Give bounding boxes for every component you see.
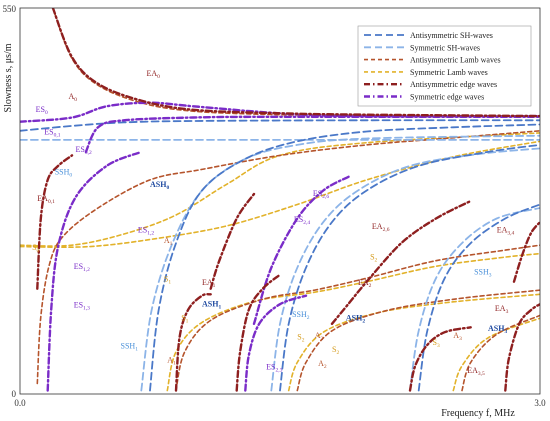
curve-label-27: A2 bbox=[315, 331, 324, 342]
curve-label-25: ASH2 bbox=[346, 313, 365, 324]
y-tick-max: 550 bbox=[3, 4, 17, 14]
curve-label-34: ASH3 bbox=[488, 324, 507, 335]
curve-label-4: ES0,2 bbox=[76, 145, 92, 156]
curve-label-32: SSH3 bbox=[474, 268, 492, 279]
curve-label-37: EA3,5 bbox=[467, 366, 485, 377]
y-tick-min: 0 bbox=[12, 389, 17, 399]
legend-entry-1: Symmetric SH-waves bbox=[364, 43, 480, 52]
series-line-ae-19 bbox=[36, 154, 74, 290]
series-line-ae-21 bbox=[209, 192, 256, 290]
plot-frame bbox=[19, 7, 541, 395]
curve-label-35: A3 bbox=[453, 331, 462, 342]
series-line-ae-24 bbox=[408, 326, 472, 392]
legend-label-1: Symmetric SH-waves bbox=[410, 43, 480, 52]
legend: Antisymmetric SH-waves Symmetric SH-waves… bbox=[357, 25, 532, 107]
series-line-sl-12 bbox=[166, 252, 540, 392]
curve-label-7: EA0,1 bbox=[37, 194, 55, 205]
legend-entry-4: Antisymmetric edge waves bbox=[364, 80, 497, 89]
x-axis-label: Frequency f, MHz bbox=[441, 408, 515, 419]
series-line-ae-25 bbox=[504, 303, 540, 392]
curve-label-14: EA1 bbox=[202, 278, 216, 289]
curve-label-16: S1 bbox=[181, 313, 188, 324]
series-layer bbox=[20, 8, 540, 392]
curve-label-17: SSH1 bbox=[121, 341, 139, 352]
series-line-ash-2 bbox=[149, 123, 540, 392]
curve-label-12: ES1,2 bbox=[74, 262, 90, 273]
series-line-ash-0 bbox=[20, 119, 540, 132]
series-line-sl-10 bbox=[20, 132, 540, 247]
curve-label-26: SSH2 bbox=[292, 310, 310, 321]
curve-label-6: ASH0 bbox=[150, 180, 169, 191]
series-line-ae-23 bbox=[330, 199, 472, 325]
series-line-sh-7 bbox=[409, 207, 540, 392]
curve-label-20: ES2,4 bbox=[294, 215, 310, 226]
series-line-al-9 bbox=[36, 130, 540, 385]
series-line-se-28 bbox=[84, 115, 540, 154]
legend-entry-3: Symmetric Lamb waves bbox=[364, 68, 488, 77]
legend-label-0: Antisymmetric SH-waves bbox=[410, 31, 493, 40]
curve-label-29: S2 bbox=[332, 345, 339, 356]
curve-label-13: ES1,3 bbox=[74, 301, 90, 312]
curve-label-30: A2 bbox=[318, 359, 327, 370]
series-line-se-29 bbox=[46, 150, 143, 392]
curve-label-15: ASH1 bbox=[202, 299, 221, 310]
series-line-sl-15 bbox=[452, 317, 540, 392]
curve-label-1: EA0 bbox=[147, 69, 161, 80]
series-line-sl-14 bbox=[287, 293, 540, 392]
series-line-al-11 bbox=[175, 244, 540, 392]
legend-box bbox=[357, 25, 532, 107]
legend-label-4: Antisymmetric edge waves bbox=[410, 80, 497, 89]
series-line-ae-20 bbox=[174, 292, 212, 392]
curve-label-5: SSH0 bbox=[55, 167, 73, 178]
curve-label-23: S2 bbox=[370, 252, 377, 263]
curve-label-24: EA2 bbox=[358, 278, 372, 289]
y-axis-label: Slowness s, μs/m bbox=[3, 43, 14, 112]
legend-label-2: Antisymmetric Lamb waves bbox=[410, 56, 501, 65]
curve-label-21: ES2,6 bbox=[313, 189, 329, 200]
series-line-ash-6 bbox=[417, 203, 540, 392]
curve-label-33: EA3 bbox=[495, 304, 509, 315]
legend-entry-5: Symmetric edge waves bbox=[364, 93, 484, 102]
curve-label-0: A0 bbox=[69, 92, 78, 103]
curve-label-10: S0 bbox=[32, 243, 39, 254]
curve-label-11: S1 bbox=[164, 275, 171, 286]
x-tick-max: 3.0 bbox=[534, 398, 546, 408]
curve-label-18: A1 bbox=[167, 355, 176, 366]
series-line-ae-18 bbox=[51, 8, 540, 118]
legend-entries: Antisymmetric SH-waves Symmetric SH-waves… bbox=[364, 31, 501, 102]
legend-label-3: Symmetric Lamb waves bbox=[410, 68, 488, 77]
series-line-se-30 bbox=[244, 294, 308, 392]
series-line-ash-4 bbox=[279, 144, 540, 392]
curve-label-22: EA2,6 bbox=[372, 222, 390, 233]
curve-label-8: ES1,2 bbox=[138, 226, 154, 237]
curve-label-3: ES0,1 bbox=[44, 127, 60, 138]
curve-label-9: A1 bbox=[164, 236, 173, 247]
series-line-ae-22 bbox=[235, 273, 282, 392]
series-line-al-13 bbox=[296, 289, 540, 392]
curve-label-2: ES0 bbox=[36, 105, 48, 116]
curve-label-36: S3 bbox=[433, 338, 440, 349]
series-line-sh-5 bbox=[270, 147, 540, 392]
legend-label-5: Symmetric edge waves bbox=[410, 93, 484, 102]
curve-label-28: S2 bbox=[297, 332, 304, 343]
curve-label-31: EA3,4 bbox=[497, 226, 515, 237]
legend-entry-2: Antisymmetric Lamb waves bbox=[364, 56, 501, 65]
x-tick-min: 0.0 bbox=[14, 398, 26, 408]
legend-entry-0: Antisymmetric SH-waves bbox=[364, 31, 493, 40]
series-line-ae-26 bbox=[512, 220, 540, 283]
curve-label-19: ES2,3 bbox=[266, 362, 282, 373]
